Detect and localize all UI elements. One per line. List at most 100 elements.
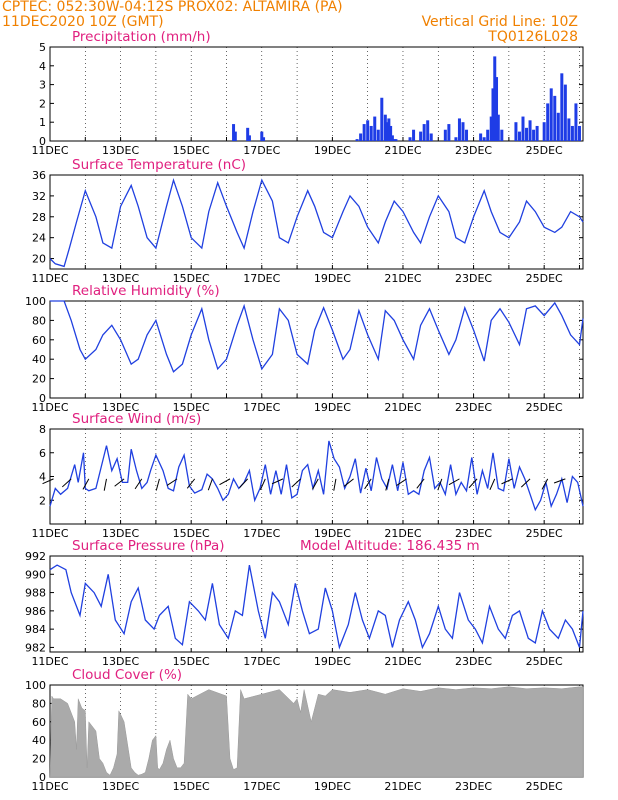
wind-arrow: [207, 478, 213, 491]
header-model-id: TQ0126L028: [488, 29, 578, 45]
wind-arrow: [343, 478, 354, 487]
wind-arrow: [468, 478, 478, 489]
x-tick-label: 25DEC: [526, 401, 563, 414]
x-tick-label: 23DEC: [455, 401, 492, 414]
y-tick-label: 24: [32, 232, 46, 245]
y-tick-label: 5: [39, 41, 46, 54]
wind-arrow: [103, 478, 107, 491]
precip-bar: [500, 129, 504, 141]
x-tick-label: 21DEC: [384, 272, 421, 285]
wind-arrow: [82, 478, 90, 490]
y-tick-label: 0: [39, 392, 46, 405]
precip-bar: [355, 139, 359, 141]
precip-bar: [454, 137, 458, 141]
series-line: [49, 564, 584, 650]
y-tick-label: 988: [25, 587, 46, 600]
precip-bar: [233, 131, 237, 141]
wind-arrow: [489, 478, 496, 491]
precip-bar: [535, 125, 539, 141]
series-line: [49, 440, 584, 512]
panel-title: Surface Temperature (nC): [72, 157, 246, 173]
x-tick-label: 23DEC: [455, 527, 492, 540]
wind-arrow: [396, 478, 407, 486]
y-tick-label: 8: [39, 423, 46, 436]
precip-bar: [461, 122, 465, 141]
x-tick-label: 13DEC: [102, 401, 139, 414]
x-tick-label: 17DEC: [243, 401, 280, 414]
wind-arrow: [333, 478, 337, 491]
precip-bar: [553, 95, 557, 141]
precip-bar: [429, 133, 433, 141]
precip-bar: [514, 122, 518, 141]
precip-bar: [419, 131, 423, 141]
x-tick-label: 25DEC: [526, 144, 563, 157]
wind-arrow: [437, 478, 443, 491]
x-tick-label: 19DEC: [314, 527, 351, 540]
precip-bar: [422, 124, 426, 141]
panel-frame: [49, 555, 584, 653]
y-tick-label: 80: [32, 697, 46, 710]
precip-bar: [380, 97, 384, 141]
precip-bar: [570, 125, 574, 141]
y-tick-label: 80: [32, 314, 46, 327]
precip-bar: [542, 122, 546, 141]
y-tick-label: 28: [32, 211, 46, 224]
x-tick-label: 15DEC: [173, 401, 210, 414]
precip-bar: [408, 137, 412, 141]
x-tick-label: 11DEC: [31, 655, 68, 668]
x-tick-label: 17DEC: [243, 527, 280, 540]
panel-title: Cloud Cover (%): [72, 667, 182, 683]
x-tick-label: 21DEC: [384, 144, 421, 157]
y-tick-label: 20: [32, 753, 46, 766]
wind-arrow: [42, 478, 54, 485]
precip-bar: [577, 125, 581, 141]
header-station-line: CPTEC: 052:30W-04:12S PROX02: ALTAMIRA (…: [2, 0, 343, 15]
x-tick-label: 19DEC: [314, 655, 351, 668]
wind-arrow: [448, 478, 460, 486]
precip-bar: [465, 129, 469, 141]
precip-bar: [528, 120, 532, 141]
precip-bar: [412, 129, 416, 141]
precip-bar: [246, 127, 250, 141]
precip-bar: [482, 137, 486, 141]
precip-bar: [486, 129, 490, 141]
precip-bar: [373, 116, 377, 141]
wind-arrow: [416, 478, 425, 489]
wind-arrow: [61, 478, 72, 488]
wind-arrow: [134, 478, 143, 490]
x-tick-label: 19DEC: [314, 272, 351, 285]
precip-bar: [549, 88, 553, 141]
wind-arrow: [291, 478, 301, 488]
x-tick-label: 11DEC: [31, 401, 68, 414]
precip-bar: [366, 120, 370, 141]
wind-arrow: [520, 478, 531, 488]
precip-bar: [262, 137, 266, 141]
wind-arrow: [364, 478, 372, 490]
wind-arrow: [114, 478, 125, 487]
x-tick-label: 11DEC: [31, 527, 68, 540]
wind-arrow: [385, 478, 390, 491]
y-tick-label: 36: [32, 169, 46, 182]
precip-bar: [495, 77, 499, 141]
x-tick-label: 23DEC: [455, 272, 492, 285]
panel-frame: [49, 300, 584, 399]
precip-bar: [491, 88, 495, 141]
wind-arrow: [166, 478, 178, 486]
x-tick-label: 15DEC: [173, 780, 210, 793]
x-tick-label: 13DEC: [102, 780, 139, 793]
panel-title: Relative Humidity (%): [72, 283, 220, 299]
cloud-area: [49, 686, 584, 778]
precip-bar: [390, 135, 394, 141]
wind-arrow: [271, 478, 284, 485]
wind-arrow: [186, 478, 196, 489]
y-tick-label: 984: [25, 623, 46, 636]
y-tick-label: 4: [39, 471, 46, 484]
x-tick-label: 23DEC: [455, 144, 492, 157]
precip-bar: [560, 73, 564, 141]
x-tick-label: 15DEC: [173, 272, 210, 285]
y-tick-label: 2: [39, 494, 46, 507]
precip-bar: [496, 114, 500, 141]
wind-arrow: [239, 478, 249, 489]
wind-arrow: [155, 478, 160, 491]
